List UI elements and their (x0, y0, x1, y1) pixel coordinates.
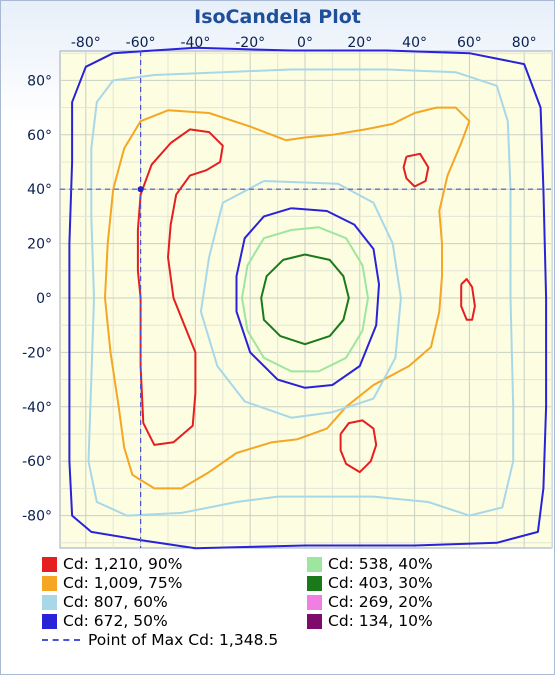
y-tick-label: 40° (27, 182, 52, 198)
legend-label: Cd: 269, 20% (328, 593, 433, 611)
y-tick-label: 80° (27, 73, 52, 89)
y-tick-label: -80° (22, 509, 52, 525)
y-tick-label: 0° (36, 291, 52, 307)
legend-label: Cd: 134, 10% (328, 612, 433, 630)
contour-line (68, 46, 548, 550)
legend-item: Cd: 807, 60% (42, 592, 168, 612)
legend-label: Cd: 1,009, 75% (63, 574, 183, 592)
legend-item: Cd: 134, 10% (307, 611, 433, 631)
legend-item: Cd: 1,210, 90% (42, 554, 183, 574)
max-point-dot (137, 186, 144, 193)
x-tick-label: -80° (71, 35, 101, 51)
legend-item: Cd: 538, 40% (307, 554, 433, 574)
x-tick-label: 80° (512, 35, 537, 51)
legend-swatch (307, 613, 322, 629)
x-tick-label: 40° (402, 35, 427, 51)
legend-label: Cd: 1,210, 90% (63, 555, 183, 573)
legend-swatch (42, 594, 57, 610)
legend-swatch (42, 613, 57, 629)
legend-item: Cd: 1,009, 75% (42, 573, 183, 593)
contour-line (136, 128, 224, 446)
y-tick-label: -40° (22, 400, 52, 416)
contour-line (402, 152, 430, 188)
plot-area (59, 50, 553, 549)
contour-line (339, 419, 378, 474)
legend-item: Cd: 672, 50% (42, 611, 168, 631)
x-tick-label: 20° (347, 35, 372, 51)
legend-label: Cd: 807, 60% (63, 593, 168, 611)
contour-line (260, 253, 350, 346)
legend-swatch (307, 575, 322, 591)
legend: Cd: 1,210, 90% Cd: 1,009, 75% Cd: 807, 6… (0, 554, 555, 675)
x-tick-label: -20° (235, 35, 265, 51)
contour-line (87, 68, 515, 517)
legend-item: Cd: 403, 30% (307, 573, 433, 593)
legend-item: Cd: 269, 20% (307, 592, 433, 612)
max-point-marker (60, 51, 552, 548)
legend-swatch (307, 594, 322, 610)
x-tick-label: -40° (180, 35, 210, 51)
legend-label: Cd: 538, 40% (328, 555, 433, 573)
chart-title: IsoCandela Plot (194, 6, 361, 28)
x-tick-label: -60° (126, 35, 156, 51)
legend-max-item: Point of Max Cd: 1,348.5 (42, 630, 278, 650)
x-tick-label: 0° (297, 35, 313, 51)
y-tick-label: 60° (27, 128, 52, 144)
legend-swatch (307, 556, 322, 572)
y-tick-label: -20° (22, 345, 52, 361)
y-tick-label: 20° (27, 237, 52, 253)
legend-label: Cd: 403, 30% (328, 574, 433, 592)
legend-swatch (42, 556, 57, 572)
contour-line (241, 226, 369, 373)
max-dash-line-icon (42, 639, 80, 641)
y-axis-ticks: 80° 60° 40° 20° 0° -20° -40° -60° -80° (22, 73, 52, 524)
contour-line (199, 180, 402, 419)
legend-swatch (42, 575, 57, 591)
y-tick-label: -60° (22, 454, 52, 470)
legend-label: Cd: 672, 50% (63, 612, 168, 630)
contour-line (460, 278, 476, 321)
contours (68, 46, 548, 550)
x-tick-label: 60° (457, 35, 482, 51)
contour-line (104, 106, 471, 490)
x-axis-ticks: -80° -60° -40° -20° 0° 20° 40° 60° 80° (71, 35, 537, 51)
contour-line (235, 207, 380, 389)
legend-max-label: Point of Max Cd: 1,348.5 (88, 631, 279, 649)
